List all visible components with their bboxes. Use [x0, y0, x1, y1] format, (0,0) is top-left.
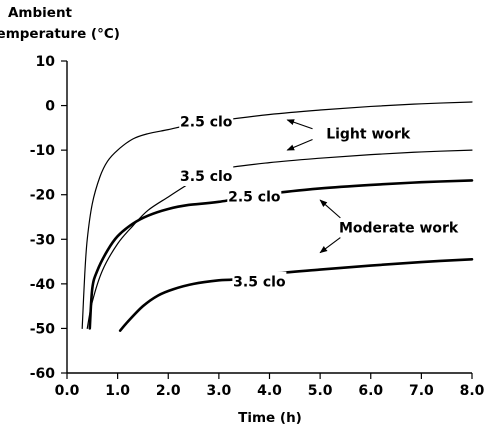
annotations: Light work Moderate work: [286, 119, 459, 254]
y-tick-label: -30: [30, 232, 56, 248]
curve-label-0: 2.5 clo: [180, 115, 233, 131]
curve-label-backdrop: [227, 186, 282, 207]
y-tick-label: -10: [30, 143, 56, 159]
x-tick-label: 7.0: [409, 383, 434, 399]
x-tick-label: 1.0: [105, 383, 130, 399]
x-tick-label: 2.0: [156, 383, 181, 399]
x-tick-label: 5.0: [308, 383, 333, 399]
curve-label-1: 3.5 clo: [180, 169, 233, 185]
series-line-1: [86, 149, 473, 330]
curve-label-backdrop: [232, 271, 287, 292]
x-tick-label: 0.0: [55, 383, 80, 399]
y-tick-label: -50: [30, 321, 56, 337]
annotation-label-1: Moderate work: [339, 220, 459, 236]
curve-label-backdrop: [179, 111, 234, 132]
annotation-arrow: [319, 199, 341, 219]
series-line-2: [88, 179, 474, 330]
annotation-arrow: [319, 237, 341, 254]
curve-label-backdrop: [179, 165, 234, 186]
x-ticks: 0.0 1.0 2.0 3.0 4.0 5.0 6.0 7.0 8.0: [55, 373, 485, 399]
annotation-arrow: [286, 119, 313, 130]
annotation-arrow: [286, 138, 313, 151]
y-axis-label-line2: temperature (°C): [0, 26, 120, 42]
curve-label-2: 2.5 clo: [228, 189, 281, 205]
series-line-3: [118, 258, 474, 332]
x-tick-label: 6.0: [358, 383, 383, 399]
x-axis-label: Time (h): [238, 410, 302, 426]
y-tick-label: -40: [30, 277, 56, 293]
y-tick-label: 10: [36, 54, 56, 70]
x-tick-label: 8.0: [460, 383, 485, 399]
x-tick-label: 4.0: [257, 383, 282, 399]
curve-labels: 2.5 clo 3.5 clo 2.5 clo 3.5 clo: [179, 111, 287, 292]
annotation-label-0: Light work: [326, 127, 411, 143]
curve-label-3: 3.5 clo: [233, 275, 286, 291]
y-axis-label-line1: Ambient: [8, 5, 73, 21]
y-tick-label: -20: [30, 188, 56, 204]
series-line-0: [81, 101, 473, 330]
x-tick-label: 3.0: [206, 383, 231, 399]
y-ticks: 10 0 -10 -20 -30 -40 -50 -60: [30, 54, 67, 382]
y-tick-label: 0: [45, 99, 55, 115]
y-tick-label: -60: [30, 366, 56, 382]
curves: [81, 101, 474, 332]
